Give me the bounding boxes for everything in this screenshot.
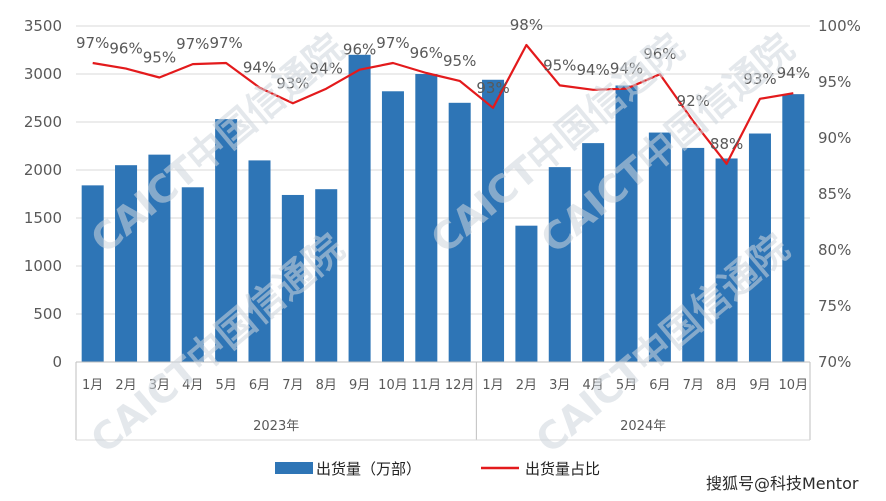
y-right-tick-label: 80% <box>818 241 851 259</box>
line-data-label: 94% <box>576 61 609 79</box>
y-left-tick-label: 2500 <box>24 113 62 131</box>
x-tick-label: 3月 <box>549 378 570 393</box>
share-line <box>92 43 794 165</box>
line-data-label: 95% <box>443 52 476 70</box>
source-watermark: 搜狐号@科技Mentor <box>706 474 859 493</box>
x-tick-label: 8月 <box>716 378 737 393</box>
line-data-label: 97% <box>376 34 409 52</box>
y-left-tick-label: 3500 <box>24 17 62 35</box>
y-right-tick-label: 75% <box>818 297 851 315</box>
line-data-label: 96% <box>343 41 376 59</box>
line-data-label: 96% <box>643 45 676 63</box>
x-tick-label: 5月 <box>616 378 637 393</box>
bar <box>215 119 238 363</box>
line-data-label: 94% <box>777 64 810 82</box>
x-tick-label: 8月 <box>316 378 337 393</box>
x-tick-label: 7月 <box>282 378 303 393</box>
x-tick-label: 6月 <box>249 378 270 393</box>
legend-line-label: 出货量占比 <box>525 460 600 478</box>
bar <box>381 91 404 362</box>
y-left-tick-label: 1500 <box>24 209 62 227</box>
bar <box>715 158 738 362</box>
line-data-label: 88% <box>710 135 743 153</box>
line-data-label: 93% <box>276 74 309 92</box>
line-data-label: 94% <box>243 59 276 77</box>
line-data-label: 92% <box>677 92 710 110</box>
bar <box>615 85 638 363</box>
line-data-label: 93% <box>476 79 509 97</box>
y-left-tick-label: 3000 <box>24 65 62 83</box>
x-tick-label: 9月 <box>749 378 770 393</box>
x-tick-label: 7月 <box>683 378 704 393</box>
x-tick-label: 2月 <box>516 378 537 393</box>
y-right-tick-label: 70% <box>818 353 851 371</box>
x-tick-label: 6月 <box>649 378 670 393</box>
bar <box>782 94 805 362</box>
line-data-label: 97% <box>209 34 242 52</box>
bar <box>248 160 271 362</box>
x-tick-label: 4月 <box>182 378 203 393</box>
line-data-label: 96% <box>109 40 142 58</box>
x-tick-label: 9月 <box>349 378 370 393</box>
legend-bar-label: 出货量（万部） <box>316 460 421 478</box>
bar <box>81 185 104 362</box>
line-data-label: 93% <box>743 70 776 88</box>
x-tick-label: 1月 <box>82 378 103 393</box>
y-right-tick-label: 95% <box>818 73 851 91</box>
bar <box>281 194 304 362</box>
bar <box>348 54 371 363</box>
bar <box>448 102 471 363</box>
x-tick-label: 1月 <box>482 378 503 393</box>
x-tick-label: 11月 <box>412 378 442 393</box>
bar <box>148 154 171 362</box>
line-data-label: 97% <box>176 35 209 53</box>
line-data-label: 95% <box>143 49 176 67</box>
y-left-tick-label: 1000 <box>24 257 62 275</box>
line-data-label: 94% <box>310 60 343 78</box>
x-tick-label: 2月 <box>115 378 136 393</box>
y-left-tick-label: 0 <box>52 353 62 371</box>
x-tick-label: 12月 <box>445 378 475 393</box>
bar <box>115 165 138 362</box>
bar <box>315 189 338 362</box>
legend-bar-swatch <box>275 462 313 474</box>
x-tick-label: 4月 <box>582 378 603 393</box>
line-data-label: 97% <box>76 34 109 52</box>
x-tick-label: 10月 <box>378 378 408 393</box>
line-data-label: 94% <box>610 60 643 78</box>
bar <box>648 132 671 362</box>
bar <box>548 167 571 362</box>
line-data-label: 98% <box>510 16 543 34</box>
line-data-label: 96% <box>410 44 443 62</box>
bar <box>748 133 771 362</box>
x-group-label: 2023年 <box>253 419 299 434</box>
bar <box>682 147 705 362</box>
y-left-tick-label: 500 <box>33 305 62 323</box>
x-tick-label: 10月 <box>779 378 809 393</box>
y-left-tick-label: 2000 <box>24 161 62 179</box>
line-data-label: 95% <box>543 56 576 74</box>
y-right-tick-label: 90% <box>818 129 851 147</box>
x-tick-label: 5月 <box>215 378 236 393</box>
x-group-label: 2024年 <box>620 419 666 434</box>
y-right-tick-label: 100% <box>818 17 861 35</box>
bar <box>482 79 505 362</box>
bar <box>515 225 538 362</box>
x-tick-label: 3月 <box>149 378 170 393</box>
bar <box>181 187 204 362</box>
y-right-tick-label: 85% <box>818 185 851 203</box>
bar <box>415 74 438 362</box>
bar <box>582 143 605 362</box>
